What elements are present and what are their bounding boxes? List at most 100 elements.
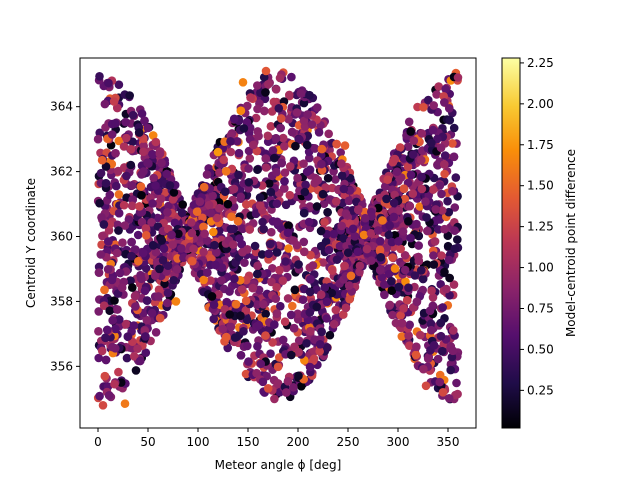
- scatter-point: [169, 188, 179, 197]
- scatter-point: [397, 332, 407, 341]
- scatter-point: [293, 309, 303, 319]
- scatter-point: [264, 179, 274, 188]
- colorbar-tick-label: 0.25: [527, 383, 554, 397]
- scatter-point: [299, 159, 308, 168]
- colorbar-tick-label: 2.25: [527, 56, 554, 70]
- x-tick-label: 300: [387, 435, 410, 449]
- x-tick-label: 250: [337, 435, 360, 449]
- scatter-point: [100, 371, 110, 381]
- scatter-point: [264, 249, 274, 259]
- scatter-point: [294, 371, 303, 381]
- scatter-point: [237, 285, 247, 294]
- scatter-point: [299, 208, 309, 218]
- scatter-point: [404, 217, 413, 226]
- scatter-point: [253, 342, 262, 351]
- scatter-point: [390, 264, 400, 273]
- scatter-point: [400, 194, 410, 204]
- scatter-point: [309, 354, 319, 364]
- colorbar-tick-label: 0.50: [527, 342, 554, 356]
- scatter-point: [425, 306, 435, 316]
- scatter-point: [225, 287, 234, 296]
- scatter-point: [453, 235, 462, 244]
- scatter-point: [163, 298, 172, 308]
- scatter-point: [255, 201, 265, 210]
- scatter-point: [147, 218, 156, 227]
- scatter-point: [168, 240, 177, 249]
- scatter-point: [285, 90, 294, 100]
- scatter-point: [228, 240, 238, 249]
- scatter-point: [444, 255, 454, 265]
- scatter-point: [95, 198, 104, 208]
- scatter-point: [337, 171, 347, 180]
- scatter-point: [276, 123, 285, 133]
- scatter-point: [323, 173, 333, 183]
- scatter-point: [97, 346, 107, 356]
- scatter-point: [133, 344, 142, 354]
- scatter-point: [429, 341, 439, 350]
- scatter-point: [421, 197, 430, 206]
- scatter-point: [281, 200, 291, 210]
- scatter-point: [360, 207, 370, 217]
- scatter-point: [389, 198, 399, 208]
- scatter-point: [101, 333, 110, 343]
- scatter-point: [151, 328, 161, 337]
- scatter-point: [131, 366, 141, 375]
- scatter-point: [137, 109, 147, 118]
- scatter-point: [387, 237, 397, 247]
- scatter-point: [155, 149, 165, 159]
- scatter-point: [438, 303, 448, 312]
- scatter-point: [273, 362, 283, 372]
- scatter-point: [119, 200, 129, 210]
- scatter-point: [412, 219, 421, 229]
- scatter-point: [322, 297, 332, 307]
- colorbar-tick-label: 1.25: [527, 220, 554, 234]
- scatter-point: [187, 228, 197, 238]
- scatter-point: [328, 266, 337, 275]
- scatter-point: [231, 300, 241, 309]
- scatter-point: [444, 207, 454, 217]
- scatter-point: [445, 273, 454, 283]
- scatter-point: [264, 79, 273, 89]
- scatter-point: [129, 321, 139, 330]
- scatter-point: [316, 241, 326, 251]
- scatter-point: [442, 284, 451, 294]
- scatter-point: [272, 248, 282, 257]
- scatter-point: [167, 230, 176, 240]
- scatter-point: [340, 261, 349, 271]
- scatter-point: [345, 294, 354, 304]
- scatter-point: [104, 237, 113, 246]
- scatter-point: [187, 218, 196, 227]
- scatter-point: [322, 343, 332, 352]
- scatter-point: [278, 335, 288, 345]
- scatter-point: [436, 280, 446, 289]
- scatter-point: [418, 274, 428, 284]
- scatter-point: [428, 293, 438, 302]
- scatter-point: [416, 330, 425, 340]
- scatter-point: [271, 134, 281, 143]
- scatter-point: [427, 325, 436, 335]
- scatter-point: [280, 184, 289, 193]
- scatter-point: [315, 347, 325, 356]
- scatter-point: [149, 241, 158, 250]
- scatter-point: [246, 93, 255, 102]
- scatter-point: [96, 168, 106, 178]
- scatter-point: [223, 199, 233, 209]
- scatter-point: [405, 201, 415, 211]
- scatter-point: [443, 196, 452, 206]
- scatter-point: [117, 283, 127, 293]
- scatter-point: [427, 138, 436, 148]
- scatter-point: [405, 320, 415, 330]
- scatter-point: [227, 212, 236, 221]
- scatter-points: [93, 66, 463, 410]
- scatter-point: [128, 283, 137, 292]
- scatter-point: [223, 343, 232, 353]
- scatter-point: [341, 209, 351, 218]
- scatter-point: [270, 320, 279, 329]
- scatter-point: [122, 353, 132, 363]
- scatter-point: [382, 243, 392, 252]
- scatter-point: [272, 167, 281, 177]
- scatter-point: [276, 114, 286, 123]
- scatter-point: [299, 237, 309, 247]
- scatter-point: [101, 355, 111, 365]
- scatter-point: [237, 239, 246, 249]
